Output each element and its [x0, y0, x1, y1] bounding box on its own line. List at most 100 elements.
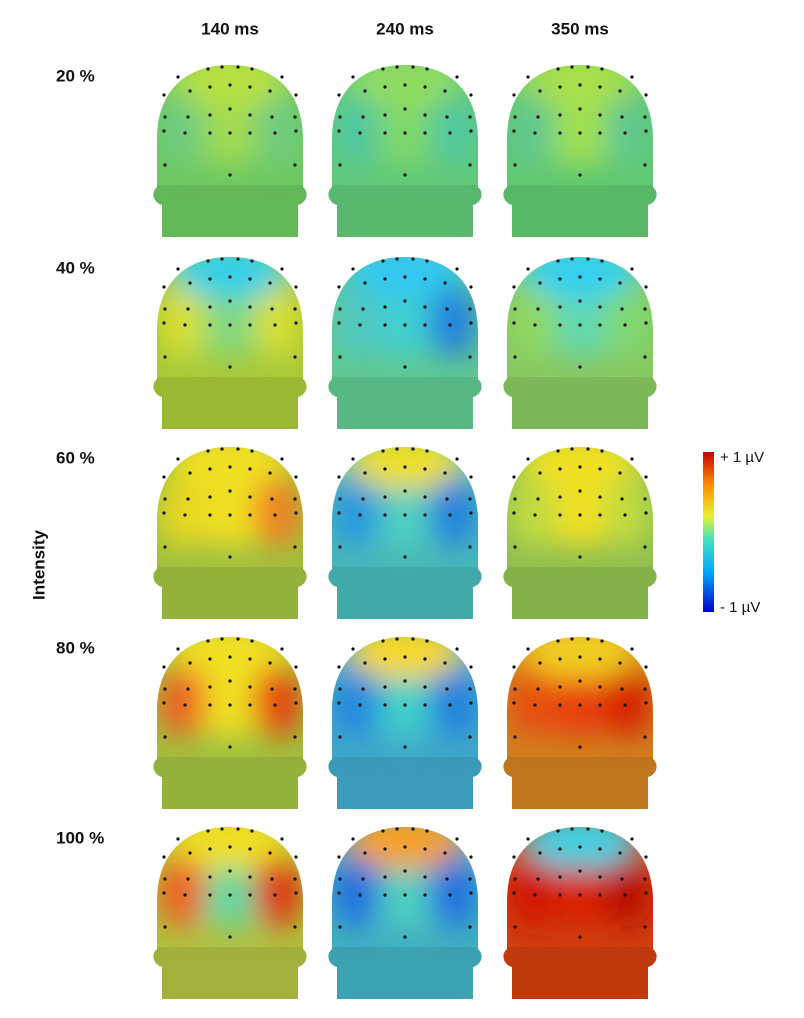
head-map: [153, 257, 307, 429]
electrode: [162, 891, 166, 895]
head-field: [333, 257, 477, 358]
head-map: [503, 65, 657, 237]
electrode: [383, 685, 387, 689]
field-center: [540, 105, 620, 165]
head-fill: [503, 637, 657, 809]
electrode: [337, 891, 341, 895]
electrode: [403, 869, 407, 873]
field-top: [345, 257, 465, 302]
electrode: [293, 687, 297, 691]
electrode: [578, 465, 582, 469]
field-right: [429, 666, 477, 738]
electrode: [512, 321, 516, 325]
electrode: [513, 545, 517, 549]
electrode: [228, 107, 232, 111]
electrode: [220, 65, 224, 69]
electrode: [448, 323, 452, 327]
field-left: [508, 286, 556, 358]
electrode: [248, 875, 252, 879]
electrode: [469, 93, 473, 97]
electrode: [162, 285, 166, 289]
electrode: [208, 323, 212, 327]
electrode: [268, 661, 272, 665]
field-center: [540, 297, 620, 357]
electrode: [383, 875, 387, 879]
electrode: [644, 475, 648, 479]
electrode: [383, 513, 387, 517]
field-center: [190, 105, 270, 165]
electrode: [644, 129, 648, 133]
electrode: [248, 467, 252, 471]
electrode: [337, 701, 341, 705]
electrode: [423, 703, 427, 707]
electrode: [363, 89, 367, 93]
electrode: [294, 701, 298, 705]
electrode: [558, 685, 562, 689]
electrode: [586, 637, 590, 641]
electrode: [533, 131, 537, 135]
y-label: Intensity: [29, 530, 48, 600]
field-left: [158, 476, 206, 548]
head-map: [503, 827, 657, 999]
electrode: [578, 365, 582, 369]
electrode: [293, 355, 297, 359]
electrode: [250, 639, 254, 643]
electrode: [220, 637, 224, 641]
electrode: [618, 661, 622, 665]
head-field: [508, 257, 652, 358]
head-fill: [503, 257, 657, 429]
column-label: 140 ms: [201, 19, 259, 38]
electrode: [558, 131, 562, 135]
electrode: [513, 307, 517, 311]
head-map: [328, 447, 482, 619]
electrode: [630, 75, 634, 79]
electrode: [294, 511, 298, 515]
field-center: [365, 867, 445, 927]
electrode: [538, 661, 542, 665]
head-map: [153, 637, 307, 809]
electrode: [206, 67, 210, 71]
field-left: [333, 856, 381, 928]
electrode: [423, 85, 427, 89]
electrode: [598, 277, 602, 281]
electrode: [570, 257, 574, 261]
electrode: [644, 665, 648, 669]
electrode: [469, 129, 473, 133]
field-center: [190, 677, 270, 737]
electrode: [248, 323, 252, 327]
electrode: [556, 67, 560, 71]
electrode: [163, 925, 167, 929]
electrode: [443, 89, 447, 93]
electrode: [162, 475, 166, 479]
field-left: [508, 666, 556, 738]
electrode: [176, 267, 180, 271]
electrode: [293, 545, 297, 549]
electrode: [188, 471, 192, 475]
electrode: [183, 703, 187, 707]
electrode: [644, 511, 648, 515]
electrode: [273, 703, 277, 707]
electrode: [600, 259, 604, 263]
electrode: [280, 267, 284, 271]
electrode: [578, 83, 582, 87]
electrode: [623, 131, 627, 135]
electrode: [570, 827, 574, 831]
electrode: [280, 75, 284, 79]
electrode: [273, 893, 277, 897]
electrode: [630, 647, 634, 651]
electrode: [623, 703, 627, 707]
electrode: [188, 851, 192, 855]
neck-shade: [328, 757, 482, 809]
electrode: [337, 321, 341, 325]
electrode: [383, 85, 387, 89]
field-right: [429, 94, 477, 166]
electrode: [162, 701, 166, 705]
electrode: [423, 305, 427, 309]
electrode: [512, 701, 516, 705]
head-map: [503, 257, 657, 429]
electrode: [383, 131, 387, 135]
electrode: [411, 65, 415, 69]
head-field: [508, 827, 652, 928]
electrode: [338, 163, 342, 167]
electrode: [403, 489, 407, 493]
